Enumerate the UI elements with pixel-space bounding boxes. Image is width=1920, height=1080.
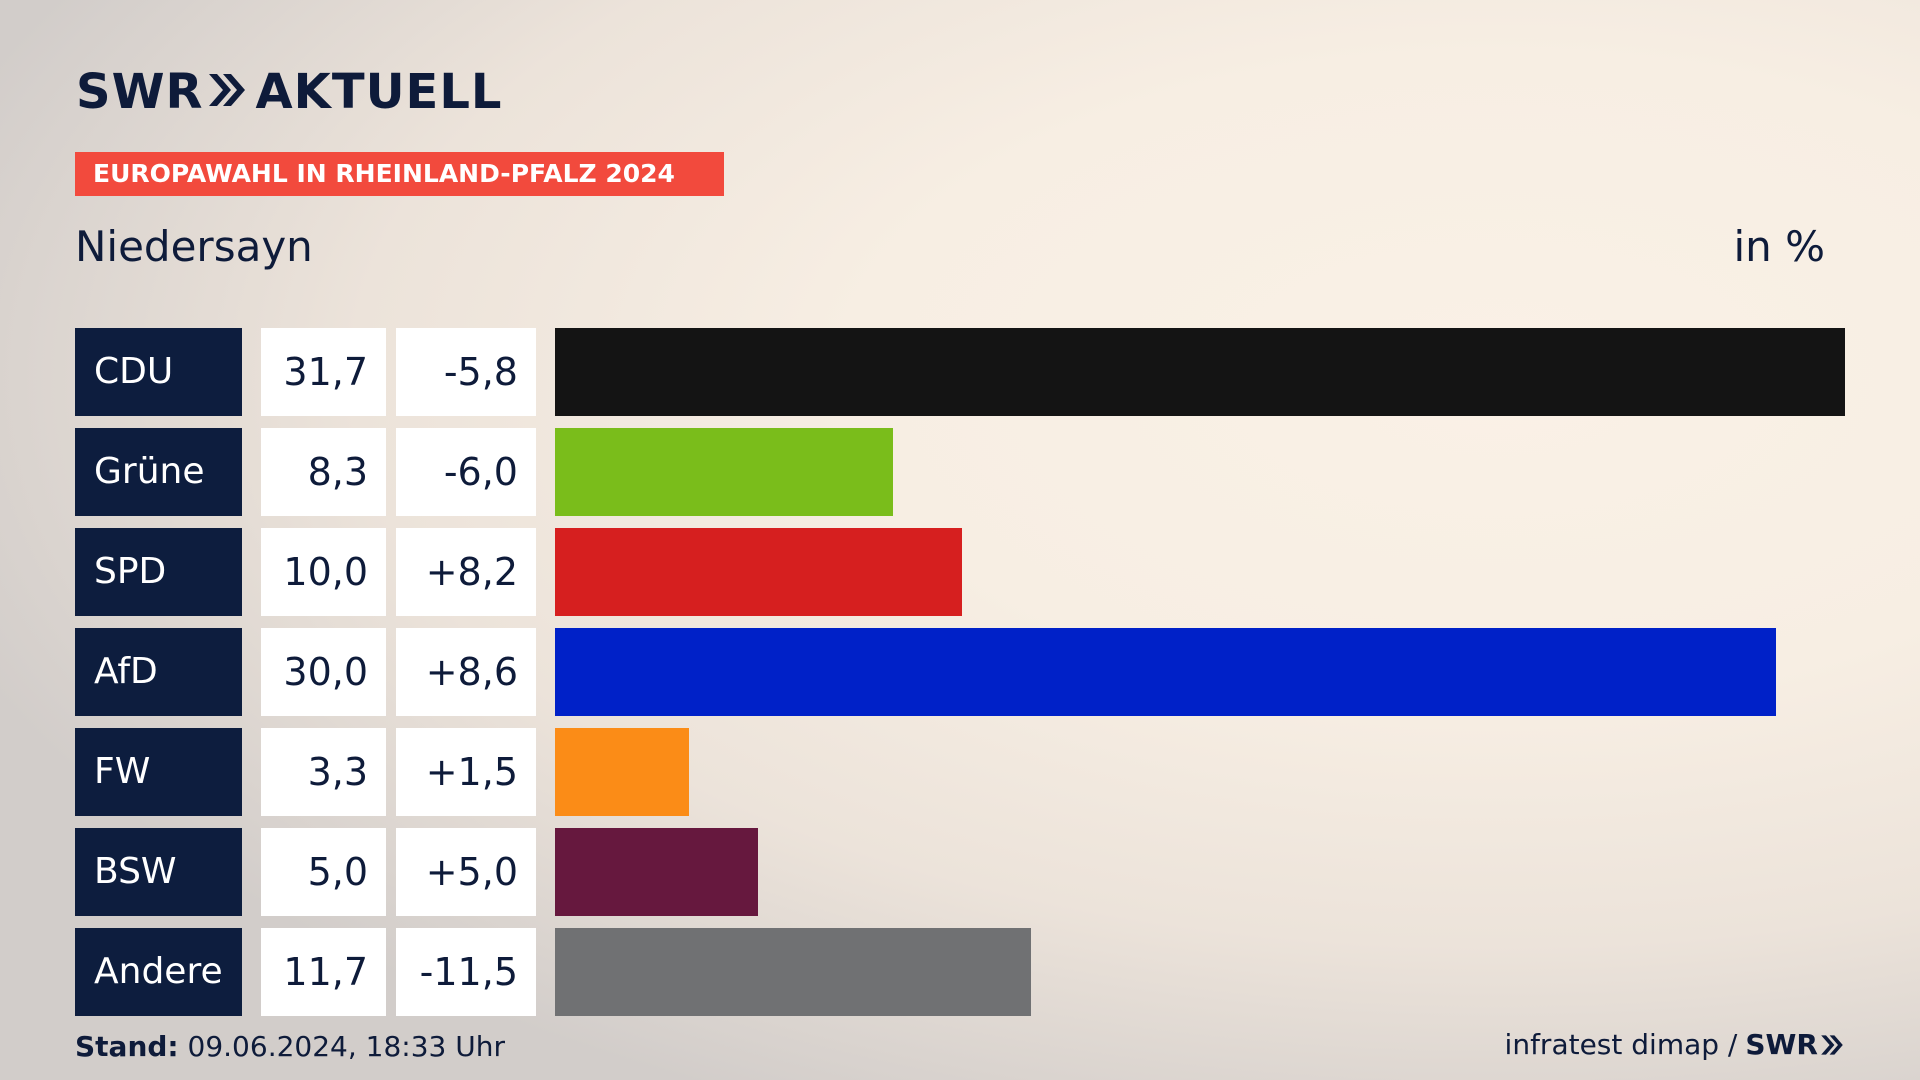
vote-change-value: +1,5 [396,728,536,816]
vote-share-value: 3,3 [261,728,386,816]
result-bar [555,428,893,516]
result-row: FW 3,3 +1,5 [75,728,1845,816]
vote-change-value: +8,6 [396,628,536,716]
result-bar [555,828,758,916]
result-bar [555,728,689,816]
result-row: SPD 10,0 +8,2 [75,528,1845,616]
source-brand: SWR [1745,1028,1844,1061]
vote-change-value: +8,2 [396,528,536,616]
vote-share-value: 31,7 [261,328,386,416]
result-row: Grüne 8,3 -6,0 [75,428,1845,516]
double-chevron-icon [207,64,247,120]
result-row: CDU 31,7 -5,8 [75,328,1845,416]
party-label: AfD [75,628,242,716]
source-brand-text: SWR [1745,1028,1818,1061]
vote-share-value: 11,7 [261,928,386,1016]
logo-aktuell-text: AKTUELL [255,64,503,120]
vote-share-value: 10,0 [261,528,386,616]
vote-change-value: -5,8 [396,328,536,416]
result-bar [555,328,1845,416]
timestamp: Stand: 09.06.2024, 18:33 Uhr [75,1030,505,1063]
timestamp-label: Stand: [75,1030,179,1063]
result-row: AfD 30,0 +8,6 [75,628,1845,716]
source-text: infratest dimap / [1504,1028,1738,1061]
unit-label: in % [1733,222,1825,271]
election-banner: EUROPAWAHL IN RHEINLAND-PFALZ 2024 [75,152,724,196]
result-bar [555,628,1776,716]
vote-share-value: 30,0 [261,628,386,716]
party-label: Grüne [75,428,242,516]
result-bar [555,528,962,616]
party-label: CDU [75,328,242,416]
vote-change-value: -11,5 [396,928,536,1016]
logo-swr-text: SWR [76,64,204,120]
party-label: BSW [75,828,242,916]
vote-share-value: 8,3 [261,428,386,516]
vote-change-value: +5,0 [396,828,536,916]
vote-share-value: 5,0 [261,828,386,916]
double-chevron-icon [1821,1034,1843,1055]
party-label: Andere [75,928,242,1016]
swr-aktuell-logo: SWR AKTUELL [76,62,503,122]
result-bar [555,928,1031,1016]
place-title: Niedersayn [75,222,313,271]
timestamp-value: 09.06.2024, 18:33 Uhr [187,1030,505,1063]
result-row: BSW 5,0 +5,0 [75,828,1845,916]
vote-change-value: -6,0 [396,428,536,516]
party-label: FW [75,728,242,816]
result-row: Andere 11,7 -11,5 [75,928,1845,1016]
source-credit: infratest dimap / SWR [1505,1028,1844,1061]
party-label: SPD [75,528,242,616]
